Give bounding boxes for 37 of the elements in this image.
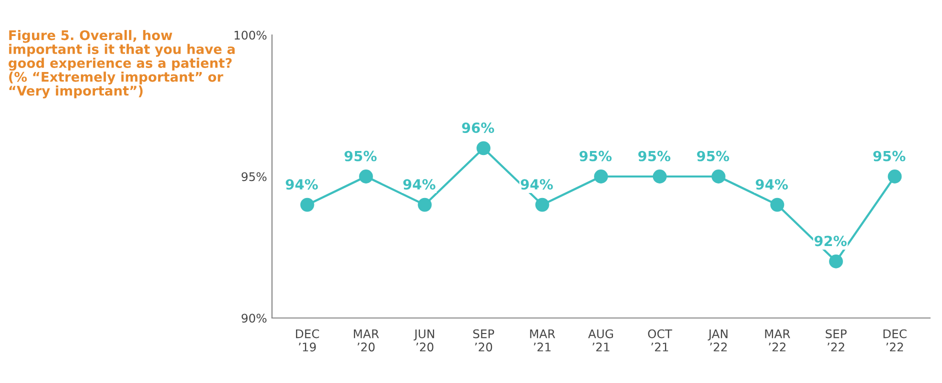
data-label: 95% <box>873 150 906 162</box>
data-label: 95% <box>580 150 612 162</box>
point <box>829 254 843 268</box>
x-tick-label: JAN ’22 <box>708 329 728 352</box>
data-label: 95% <box>697 150 730 162</box>
x-tick-label: MAR ’21 <box>530 329 556 352</box>
point <box>300 198 314 212</box>
data-label: 96% <box>462 122 494 134</box>
x-tick-label: JUN ’20 <box>414 329 434 352</box>
y-tick-label: 95% <box>242 172 266 182</box>
point <box>359 170 373 184</box>
point <box>652 170 667 184</box>
point <box>476 141 490 156</box>
x-tick-label: OCT ’21 <box>648 329 672 352</box>
point <box>712 170 726 184</box>
point <box>535 198 550 212</box>
point <box>770 198 784 212</box>
y-tick-label: 90% <box>242 314 266 323</box>
point <box>888 170 902 184</box>
data-label: 95% <box>638 150 670 162</box>
point <box>594 170 608 184</box>
data-label: 94% <box>403 179 436 190</box>
x-tick-label: SEP ’20 <box>473 329 494 352</box>
x-tick-label: MAR ’22 <box>765 329 790 352</box>
data-label: 94% <box>756 179 788 190</box>
x-tick-label: DEC ’19 <box>296 329 320 352</box>
data-label: 95% <box>344 150 377 162</box>
data-label: 94% <box>520 179 553 190</box>
x-tick-label: AUG ’21 <box>588 329 613 352</box>
x-tick-label: MAR ’20 <box>354 329 379 352</box>
data-label: 94% <box>286 179 318 190</box>
data-label: 92% <box>814 236 847 246</box>
point <box>418 198 432 212</box>
text: Figure 5. Overall, how important is it that you have a good experience as a patient? (% “Extremely important” or “Very important”) <box>8 30 235 98</box>
y-tick-label: 100% <box>234 30 266 40</box>
x-tick-label: DEC ’22 <box>884 329 907 352</box>
x-tick-label: SEP ’22 <box>826 329 847 352</box>
